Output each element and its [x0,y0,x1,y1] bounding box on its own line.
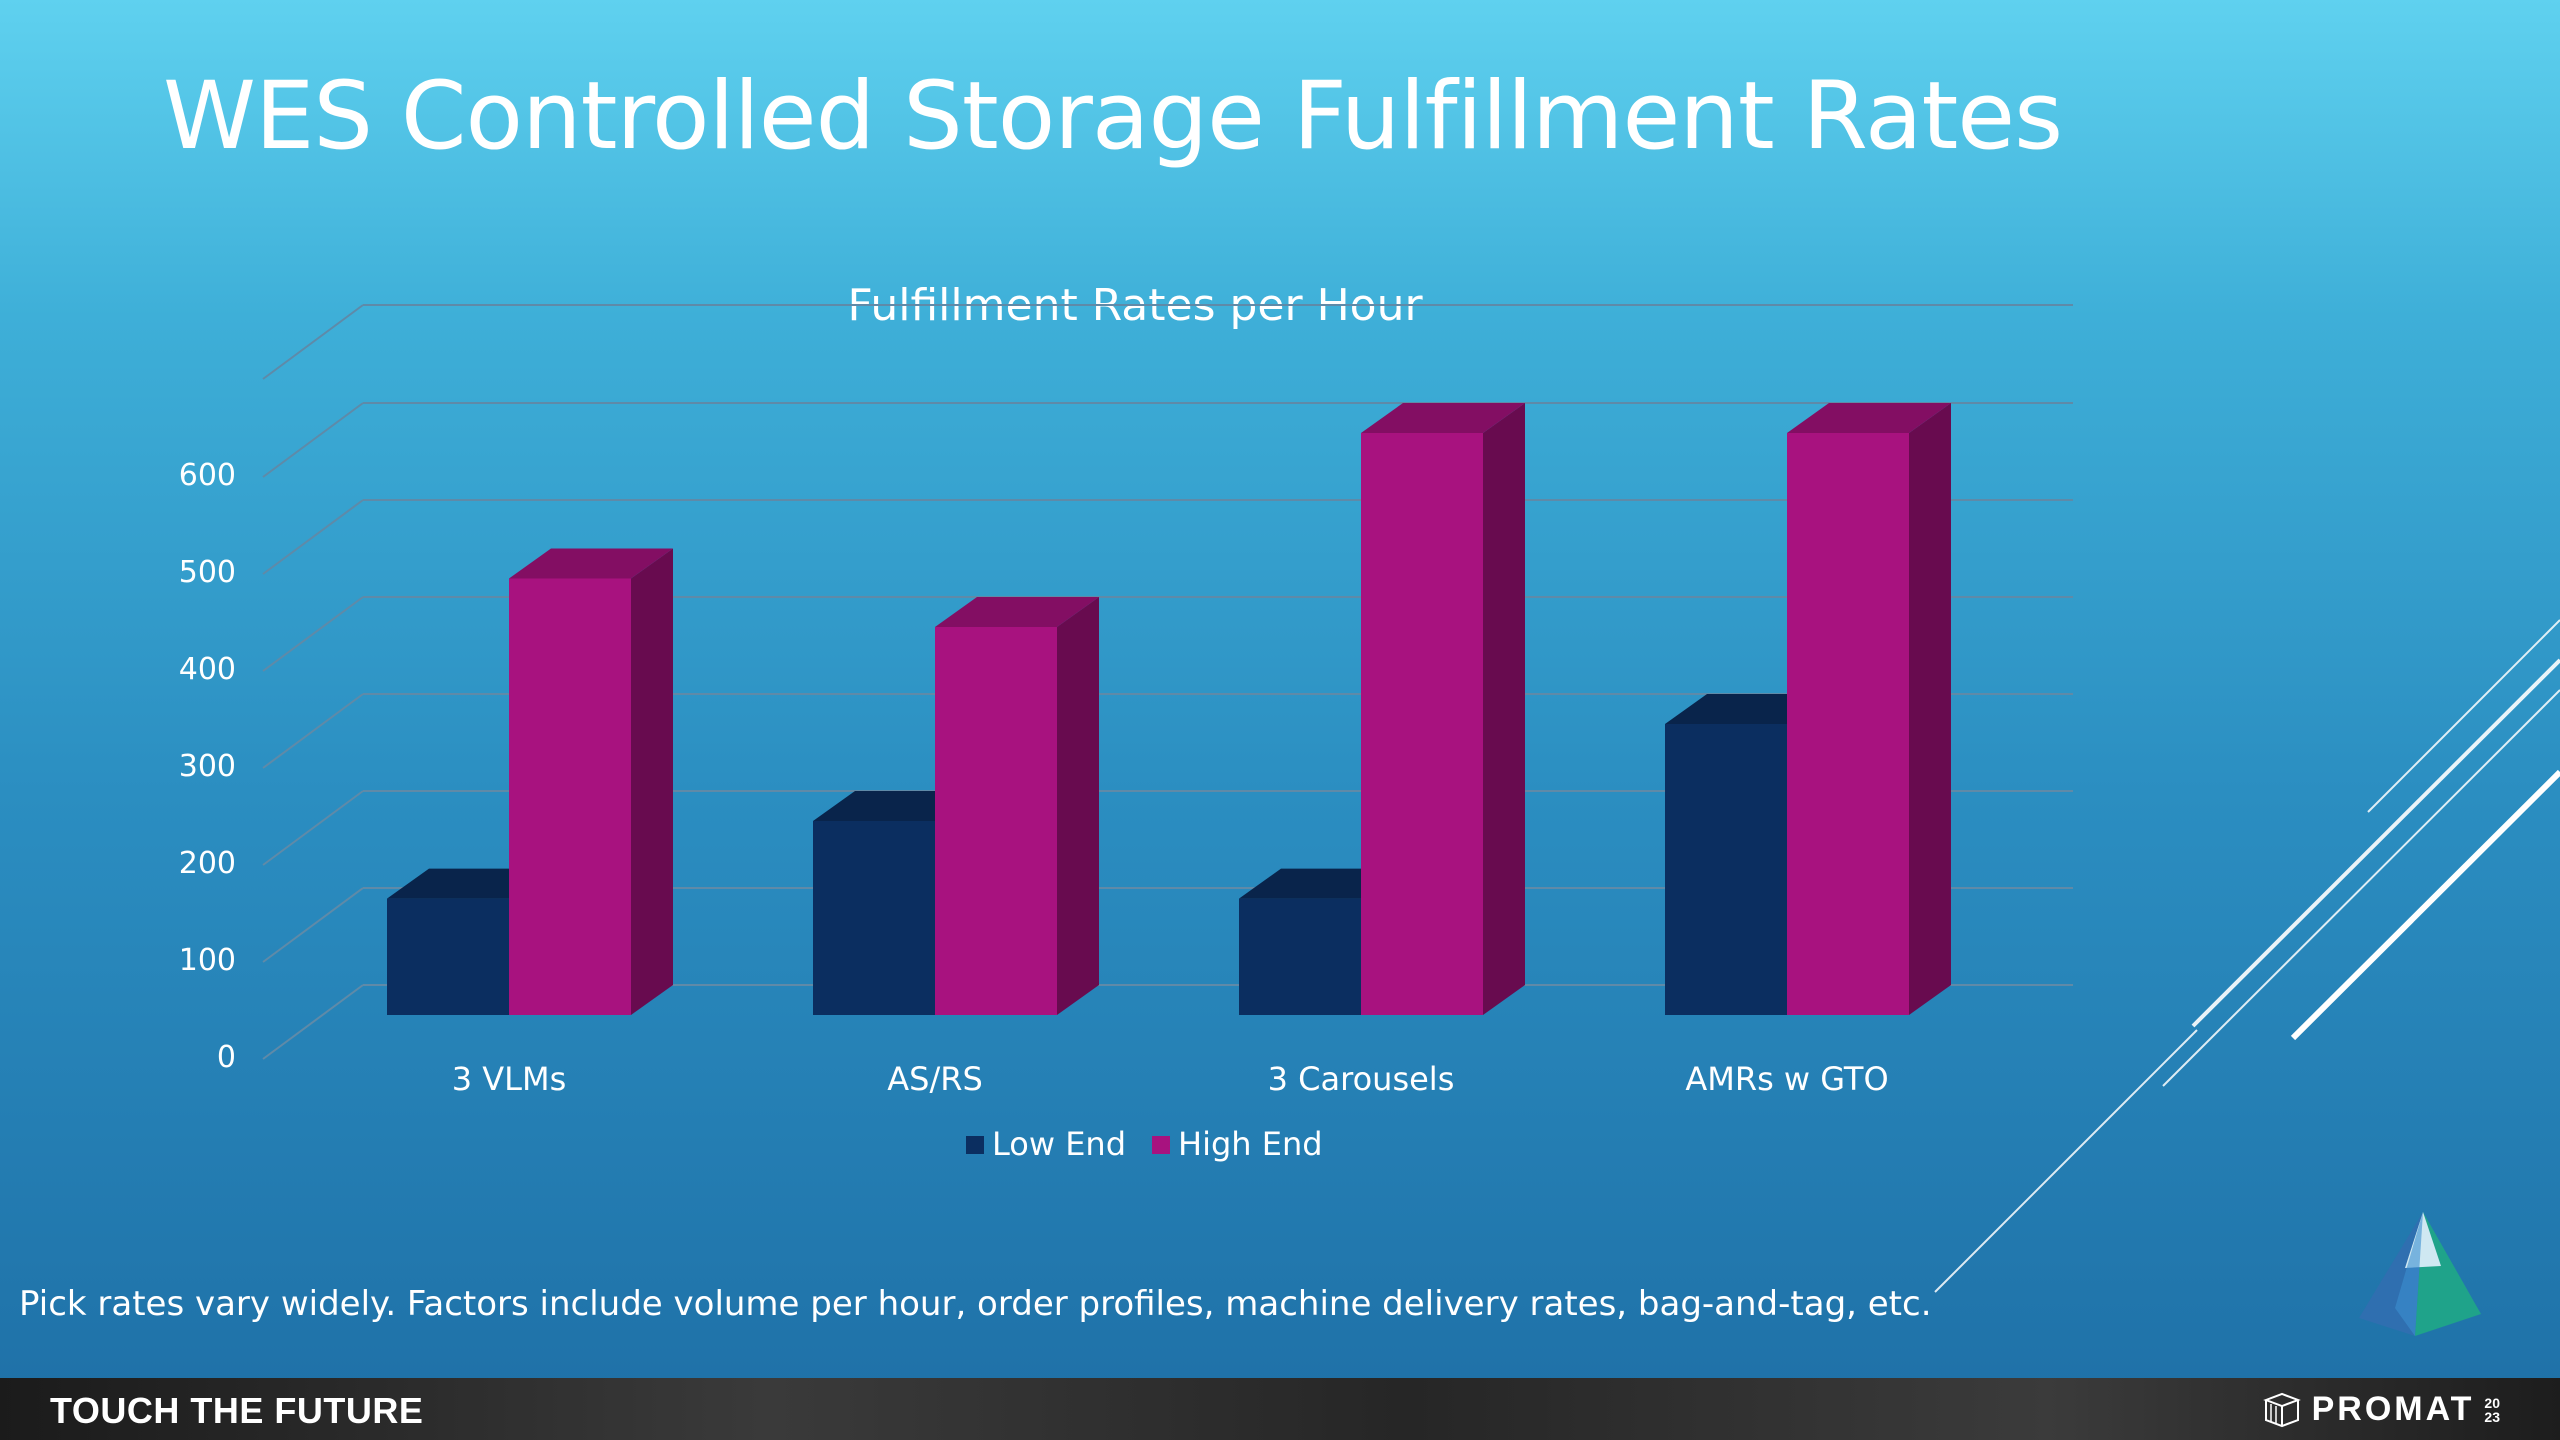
gridline-diagonal [262,499,364,575]
bar-high-end [1361,403,1525,1015]
bar-front [387,898,509,1015]
gridline-diagonal [262,402,364,478]
bar-side [1909,403,1951,1015]
promat-logo-icon [2262,1392,2301,1427]
x-tick-label: AMRs w GTO [1685,1060,1888,1098]
bar-top [509,548,673,579]
gridline-diagonal [262,790,364,866]
y-tick-label: 100 [179,943,236,978]
chart-bars [387,403,1951,1015]
footer-bar: TOUCH THE FUTURE PROMAT 20 23 [0,1378,2560,1440]
promat-year-top: 20 [2484,1394,2500,1411]
bar-top [1361,403,1525,433]
bar-front [509,578,631,1015]
legend-label: Low End [992,1125,1126,1163]
slide-title: WES Controlled Storage Fulfillment Rates [163,62,2063,171]
bar-front [935,627,1057,1015]
mountain-logo-icon [2359,1212,2481,1336]
y-tick-label: 0 [217,1040,236,1075]
y-tick-label: 600 [179,458,236,493]
bar-front [1665,724,1787,1015]
legend-swatch [966,1136,984,1154]
slide-caption: Pick rates vary widely. Factors include … [19,1284,1932,1324]
promat-year-bottom: 23 [2484,1408,2500,1425]
gridline-diagonal [262,596,364,672]
x-axis-labels: 3 VLMs AS/RS 3 Carousels AMRs w GTO [452,1060,1889,1098]
x-tick-label: AS/RS [887,1060,983,1098]
bar-front [1787,433,1909,1015]
bar-front [1239,898,1361,1015]
bar-top [1787,403,1951,433]
bar-high-end [509,548,673,1015]
legend-swatch [1152,1136,1170,1154]
bar-high-end [935,597,1099,1015]
bar-high-end [1787,403,1951,1015]
x-tick-label: 3 Carousels [1268,1060,1455,1098]
x-tick-label: 3 VLMs [452,1060,567,1098]
bar-top [935,597,1099,627]
bar-side [1057,597,1099,1015]
chart-legend: Low End High End [966,1125,1323,1163]
gridline-diagonal [262,304,364,380]
gridline-diagonal [262,984,364,1060]
y-tick-label: 300 [179,749,236,784]
y-tick-label: 400 [179,652,236,687]
promat-year: 20 23 [2484,1396,2500,1424]
promat-wordmark: PROMAT [2311,1390,2475,1428]
bar-front [813,821,935,1015]
gridline-diagonal [262,693,364,769]
y-axis-ticks: 0 100 200 300 400 500 600 [179,458,236,1075]
y-tick-label: 500 [179,555,236,590]
bar-front [1361,433,1483,1015]
promat-brand: PROMAT 20 23 [2262,1390,2500,1429]
legend-label: High End [1178,1125,1323,1163]
footer-slogan: TOUCH THE FUTURE [50,1390,424,1431]
bar-side [631,548,673,1015]
y-tick-label: 200 [179,846,236,881]
gridline-diagonal [262,887,364,963]
bar-side [1483,403,1525,1015]
